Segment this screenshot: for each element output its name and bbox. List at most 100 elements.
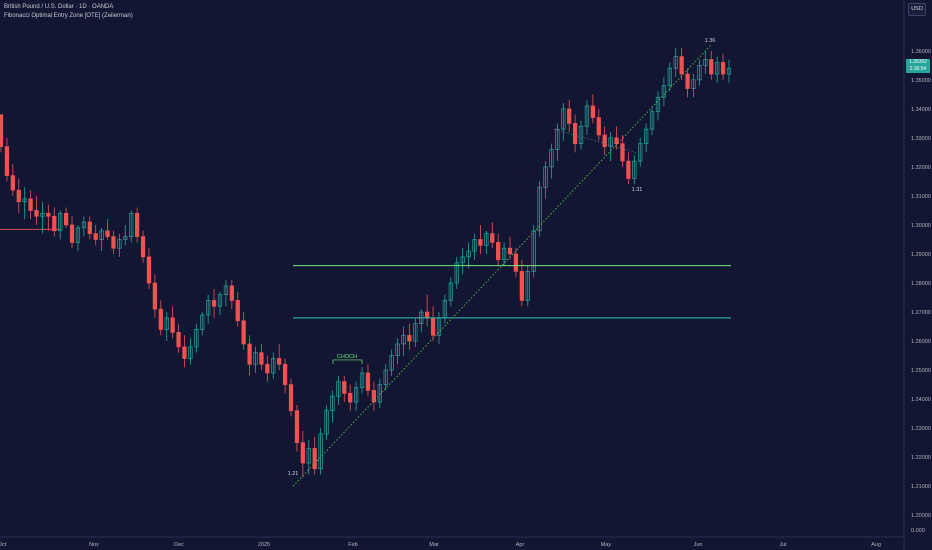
swing-high-label: 1.36: [705, 38, 716, 44]
candle-body: [135, 212, 140, 237]
candle-body: [407, 334, 412, 342]
candle-body: [46, 212, 51, 217]
candle-body: [513, 253, 519, 272]
time-tick-label: Feb: [348, 542, 357, 548]
candle: [146, 248, 152, 289]
candle-body: [123, 236, 128, 240]
candle: [413, 317, 418, 347]
candle: [22, 187, 27, 220]
candle-body: [306, 448, 311, 464]
candle-body: [371, 390, 377, 403]
candle-body: [596, 117, 601, 136]
candle-body: [140, 236, 146, 258]
price-tick-label: 0.000: [911, 528, 925, 534]
candle-body: [567, 108, 572, 124]
candle-body: [336, 381, 341, 397]
candle: [537, 181, 542, 237]
symbol-title[interactable]: British Pound / U.S. Dollar · 1D · OANDA: [4, 4, 114, 10]
candle-body: [561, 108, 566, 130]
candle-body: [644, 128, 649, 145]
candle-body: [271, 358, 276, 374]
candles-layer: [0, 47, 732, 478]
time-tick-label: Mar: [429, 542, 439, 548]
candle: [182, 335, 187, 368]
candle: [531, 224, 536, 278]
candle-body: [170, 317, 175, 333]
candle: [501, 242, 507, 266]
candle-body: [401, 334, 406, 345]
candle: [478, 224, 483, 254]
candle: [644, 123, 649, 153]
candle: [69, 216, 75, 249]
candle-body: [146, 256, 152, 284]
time-tick-label: Jun: [694, 542, 703, 548]
candle-body: [87, 221, 92, 235]
candle: [626, 152, 631, 185]
candle-body: [34, 210, 39, 217]
price-tick-label: 1.24000: [911, 397, 931, 403]
candle: [117, 233, 122, 257]
candle-body: [543, 166, 548, 188]
candle: [318, 428, 323, 475]
candle: [720, 53, 726, 80]
candle-body: [649, 111, 655, 130]
candle-body: [129, 212, 134, 237]
currency-button[interactable]: USD: [908, 3, 926, 16]
candle: [223, 280, 229, 307]
candle: [164, 312, 169, 342]
candle: [282, 358, 288, 394]
candle: [584, 100, 590, 135]
candle: [348, 384, 353, 411]
candle: [0, 114, 4, 153]
candle: [111, 230, 116, 254]
candle-body: [359, 372, 365, 388]
candle: [365, 364, 371, 397]
candle: [16, 178, 21, 214]
time-axis[interactable]: Oct Nov Dec 2025 Feb Mar Apr May Jun Jul Aug: [0, 542, 881, 548]
price-axis[interactable]: 1.36000 1.35000 1.34000 1.33000 1.32000 1.310…: [911, 49, 931, 534]
candle-body: [413, 323, 418, 342]
candle: [271, 352, 276, 379]
candle: [217, 291, 223, 315]
candle: [253, 346, 258, 373]
candle-body: [0, 114, 4, 147]
candle-body: [584, 105, 590, 127]
candle: [602, 126, 607, 156]
candle-body: [40, 212, 45, 217]
candle: [507, 236, 513, 260]
indicator-title[interactable]: Fibonacci Optimal Entry Zone [OTE] (Zeii…: [4, 13, 133, 19]
candle-body: [324, 410, 329, 435]
candle: [105, 219, 110, 240]
candle: [93, 224, 98, 246]
candle-body: [182, 346, 187, 359]
candle: [572, 114, 578, 153]
time-tick-label: Nov: [89, 542, 99, 548]
candle-body: [318, 433, 323, 470]
candle: [170, 306, 175, 339]
candle-body: [679, 56, 684, 75]
swing-low-label: 1.21: [288, 471, 299, 477]
candle-body: [288, 384, 294, 412]
candle-body: [282, 363, 288, 385]
pullback-low-label: 1.31: [632, 187, 643, 193]
candle-body: [614, 137, 619, 145]
candle: [661, 76, 667, 106]
candle-body: [507, 247, 513, 255]
candle: [472, 233, 477, 260]
candle-body: [152, 282, 158, 310]
candle-body: [235, 300, 240, 322]
candle-body: [259, 352, 264, 365]
candle: [129, 210, 134, 243]
candle-body: [703, 59, 708, 66]
price-tick-label: 1.34000: [911, 107, 931, 113]
candle: [466, 242, 471, 269]
candle-body: [655, 96, 661, 113]
candle: [152, 274, 158, 318]
candle-body: [111, 236, 116, 249]
candle-body: [93, 233, 98, 240]
price-tick-label: 1.21000: [911, 484, 931, 490]
candle-body: [578, 125, 584, 145]
candle: [235, 291, 240, 327]
